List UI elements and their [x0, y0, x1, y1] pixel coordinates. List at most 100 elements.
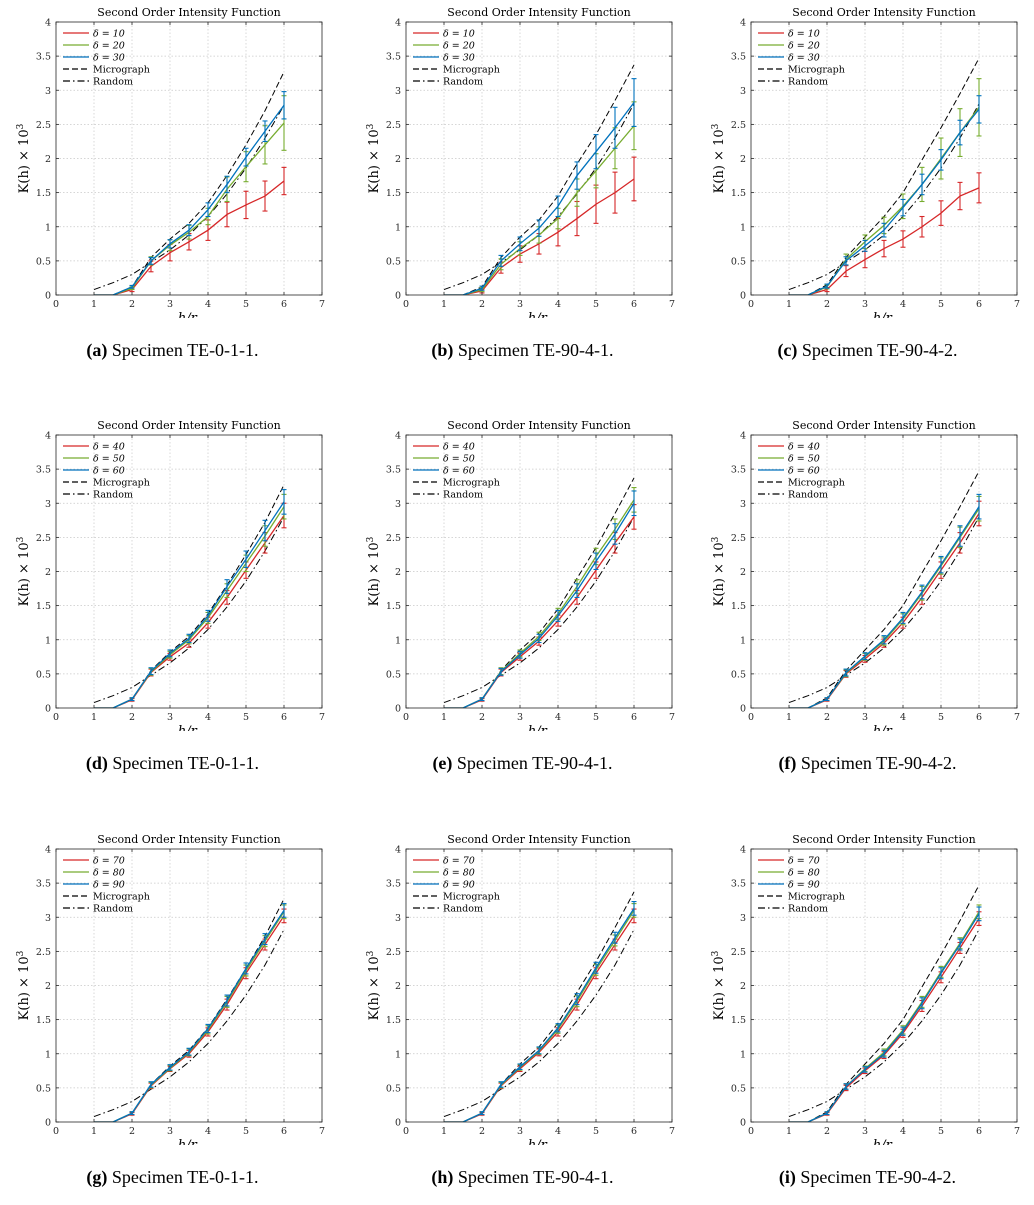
y-tick-label: 3 — [395, 913, 401, 924]
error-bar — [129, 697, 135, 702]
legend-item: Random — [413, 77, 483, 88]
y-axis-label: K(h) × 103 — [711, 536, 727, 606]
y-tick-label: 4 — [395, 18, 401, 29]
error-bar — [205, 202, 211, 218]
legend-item: δ = 80 — [758, 868, 820, 879]
legend-item: Random — [758, 490, 828, 501]
x-tick-label: 1 — [91, 1126, 97, 1137]
y-tick-label: 0.5 — [36, 669, 51, 680]
x-tick-label: 5 — [243, 1126, 249, 1137]
x-tick-label: 6 — [976, 712, 982, 723]
error-bar — [957, 525, 963, 547]
y-axis-label: K(h) × 103 — [366, 950, 382, 1020]
legend-item: δ = 10 — [758, 29, 820, 40]
error-bar — [498, 254, 504, 267]
legend-item: Micrograph — [413, 65, 500, 76]
error-bar — [281, 489, 287, 515]
x-tick-label: 2 — [824, 1126, 830, 1137]
x-tick-label: 0 — [403, 299, 409, 310]
chart-svg: 0 1 2 3 4 5 6 7 0 0.5 1 1.5 2 2.5 3 3.5 4 Second Order In… — [711, 6, 1020, 318]
legend-item: δ = 70 — [758, 856, 820, 867]
error-bar — [148, 1081, 154, 1088]
chart-panel: 0 1 2 3 4 5 6 7 0 0.5 1 1.5 2 2.5 3 3.5 4 Second Order In… — [0, 413, 345, 783]
caption-label: (e) — [432, 753, 453, 773]
caption-text: Specimen TE-90-4-1. — [457, 1167, 614, 1187]
error-bar — [224, 994, 230, 1007]
x-tick-label: 3 — [517, 1126, 523, 1137]
error-bar — [555, 1023, 561, 1033]
caption-text: Specimen TE-90-4-2. — [801, 340, 958, 360]
series-group — [788, 470, 982, 708]
legend-item: Random — [758, 904, 828, 915]
legend-label: Random — [93, 904, 133, 915]
x-tick-label: 1 — [786, 299, 792, 310]
y-tick-label: 2.5 — [386, 947, 401, 958]
legend-label: Micrograph — [788, 65, 845, 76]
y-tick-label: 0.5 — [731, 256, 746, 267]
caption-text: Specimen TE-0-1-1. — [111, 1167, 259, 1187]
error-bar — [843, 668, 849, 677]
error-bar — [900, 1026, 906, 1036]
legend-label: Random — [443, 77, 483, 88]
series-group — [93, 484, 287, 708]
series-group — [443, 891, 637, 1122]
y-axis-label: K(h) × 103 — [16, 950, 32, 1020]
x-tick-label: 0 — [53, 712, 59, 723]
y-tick-label: 0.5 — [36, 1083, 51, 1094]
error-bar — [957, 938, 963, 951]
series-line-5 — [93, 929, 285, 1118]
error-bar — [881, 635, 887, 645]
x-tick-label: 4 — [555, 299, 561, 310]
x-tick-label: 3 — [862, 1126, 868, 1137]
x-tick-label: 7 — [669, 1126, 675, 1137]
error-bar — [612, 931, 618, 944]
error-bar — [938, 149, 944, 171]
legend-label: δ = 40 — [443, 442, 475, 453]
legend-item: Micrograph — [63, 65, 150, 76]
error-bar — [938, 967, 944, 980]
error-bar — [517, 236, 523, 252]
x-axis-label: h/rf — [873, 724, 897, 731]
x-tick-label: 5 — [593, 712, 599, 723]
y-axis-label: K(h) × 103 — [16, 536, 32, 606]
legend-item: Random — [63, 490, 133, 501]
x-axis-label: h/rf — [178, 1138, 202, 1145]
legend-label: Random — [788, 490, 828, 501]
x-axis-label: h/rf — [873, 1138, 897, 1145]
error-bar — [593, 552, 599, 571]
y-tick-label: 2 — [45, 567, 51, 578]
series-line-5 — [443, 103, 635, 291]
error-bar — [612, 106, 618, 149]
chart-panel: 0 1 2 3 4 5 6 7 0 0.5 1 1.5 2 2.5 3 3.5 4 Second Order In… — [695, 827, 1034, 1197]
error-bar — [612, 523, 618, 545]
caption: (c) Specimen TE-90-4-2. — [695, 340, 1034, 361]
caption: (a) Specimen TE-0-1-1. — [0, 340, 345, 361]
caption-label: (g) — [86, 1167, 108, 1187]
legend-item: δ = 50 — [758, 454, 820, 465]
y-tick-label: 0 — [740, 1118, 746, 1129]
caption-text: Specimen TE-0-1-1. — [112, 753, 260, 773]
legend-label: δ = 40 — [93, 442, 125, 453]
x-axis-label: h/rf — [528, 1138, 552, 1145]
chart-title: Second Order Intensity Function — [447, 6, 630, 19]
series-group — [443, 64, 637, 295]
error-bar — [631, 901, 637, 916]
legend-label: Micrograph — [443, 478, 500, 489]
x-tick-label: 2 — [479, 712, 485, 723]
chart-panel: 0 1 2 3 4 5 6 7 0 0.5 1 1.5 2 2.5 3 3.5 4 Second Order In… — [350, 0, 695, 370]
legend-item: δ = 60 — [758, 466, 820, 477]
error-bar — [262, 933, 268, 946]
y-tick-label: 4 — [395, 845, 401, 856]
legend-label: δ = 20 — [93, 41, 125, 52]
error-bar — [843, 256, 849, 266]
caption-text: Specimen TE-90-4-2. — [800, 1167, 957, 1187]
x-tick-label: 4 — [205, 299, 211, 310]
error-bar — [976, 493, 982, 520]
legend-label: δ = 60 — [443, 466, 475, 477]
chart-title: Second Order Intensity Function — [97, 419, 280, 432]
y-tick-label: 2 — [740, 981, 746, 992]
